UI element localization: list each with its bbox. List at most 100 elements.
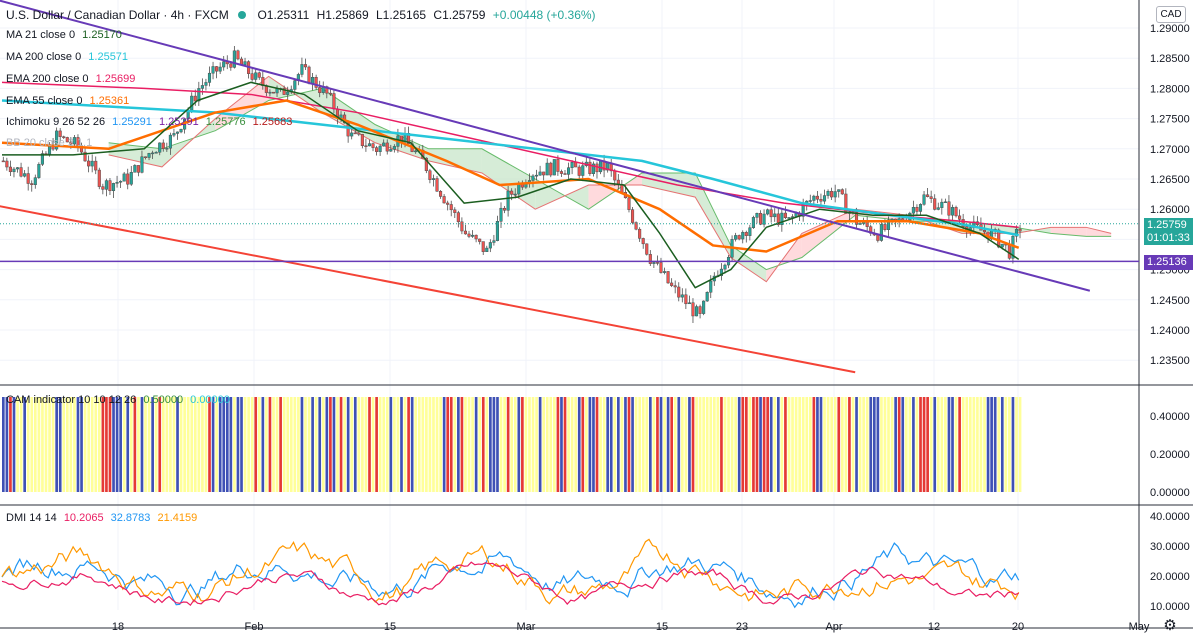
cam-bar-64: [229, 397, 233, 492]
cam-bar-209: [744, 397, 748, 492]
cam-bar-183: [652, 397, 656, 492]
candle-body-256: [911, 207, 915, 214]
cam-bar-240: [855, 397, 858, 492]
time-tick-9: May: [1129, 621, 1150, 633]
currency-badge[interactable]: CAD: [1156, 6, 1186, 23]
candle-body-60: [215, 66, 219, 72]
cam-bar-189: [673, 397, 677, 492]
cam-bar-84: [300, 397, 304, 492]
cam-bar-36: [129, 397, 133, 492]
legend-cam[interactable]: CAM indicator 10 10 12 26 0.50000 0.0000…: [6, 393, 230, 407]
legend-ma200[interactable]: MA 200 close 0 1.25571: [6, 50, 128, 64]
cam-bar-188: [670, 397, 674, 492]
cam-bar-158: [563, 397, 567, 492]
candle-body-151: [538, 171, 542, 176]
gear-icon[interactable]: ⚙: [1163, 617, 1177, 634]
legend-ma200-label: MA 200 close 0: [6, 51, 82, 63]
legend-ema200[interactable]: EMA 200 close 0 1.25699: [6, 72, 135, 86]
candle-body-160: [570, 162, 574, 168]
cam-bar-70: [250, 397, 254, 492]
candle-body-92: [328, 92, 332, 95]
legend-bb[interactable]: BB 20 close 2 1.1: [6, 136, 92, 150]
candle-body-232: [826, 190, 830, 196]
price-tick-6: 1.26000: [1150, 204, 1190, 216]
cam-bar-113: [403, 397, 407, 492]
cloud-segment-11: [695, 172, 731, 258]
candle-body-50: [179, 128, 183, 133]
candle-body-167: [595, 163, 599, 173]
candle-body-17: [62, 136, 66, 138]
candle-body-214: [762, 213, 766, 225]
legend-ma21[interactable]: MA 21 close 0 1.25170: [6, 28, 122, 42]
cam-bar-164: [585, 397, 588, 492]
candle-body-141: [503, 207, 507, 211]
cam-bar-200: [713, 397, 716, 492]
cam-bar-111: [396, 397, 400, 492]
dmi-tick-3: 10.0000: [1150, 601, 1190, 613]
candle-body-91: [325, 86, 329, 94]
cam-bar-150: [535, 397, 538, 492]
cam-tick-2: 0.00000: [1150, 487, 1190, 499]
candle-body-229: [815, 195, 819, 200]
candle-body-215: [766, 209, 770, 215]
cam-bar-127: [453, 397, 457, 492]
candle-body-49: [175, 131, 180, 134]
symbol-title: U.S. Dollar / Canadian Dollar · 4h · FXC…: [6, 8, 229, 22]
cam-bar-110: [393, 397, 396, 492]
cam-bar-279: [993, 397, 997, 492]
cam-bar-123: [439, 397, 442, 492]
cam-bar-72: [257, 397, 261, 492]
cam-bar-138: [492, 397, 496, 492]
candle-body-37: [133, 165, 137, 173]
candle-body-209: [744, 232, 748, 236]
legend-dmi-adx: 10.2065: [63, 512, 104, 524]
candle-body-29: [104, 180, 108, 190]
cam-bar-88: [314, 397, 318, 492]
cam-bar-14: [51, 397, 55, 492]
cam-bar-60: [215, 397, 218, 492]
candle-body-259: [922, 194, 926, 205]
cam-bar-265: [944, 397, 947, 492]
cam-bar-129: [460, 397, 464, 492]
candle-body-156: [556, 159, 560, 172]
candle-body-266: [947, 201, 951, 216]
legend-dmi[interactable]: DMI 14 14 10.2065 32.8783 21.4159: [6, 511, 197, 525]
candle-body-257: [915, 207, 919, 212]
candle-body-208: [741, 232, 745, 240]
cam-bar-192: [684, 397, 688, 492]
cam-bar-116: [414, 397, 418, 492]
cam-bar-203: [723, 397, 727, 492]
cam-bar-244: [869, 397, 873, 492]
cam-bar-226: [805, 397, 809, 492]
cam-bar-201: [716, 397, 720, 492]
cam-bar-272: [968, 397, 972, 492]
cam-bar-90: [321, 397, 325, 492]
close-value: C1.25759: [433, 8, 486, 22]
cam-bar-194: [691, 397, 695, 492]
candle-body-264: [940, 201, 944, 208]
candle-body-199: [709, 280, 713, 293]
cam-bar-59: [211, 397, 215, 492]
candle-body-30: [108, 180, 112, 192]
candle-body-122: [435, 178, 439, 192]
ema55-line: [1, 99, 1020, 253]
candle-body-153: [545, 162, 549, 176]
candle-body-124: [442, 196, 446, 204]
dmi-tick-2: 20.0000: [1150, 571, 1190, 583]
legend-ichimoku[interactable]: Ichimoku 9 26 52 26 1.25291 1.25291 1.25…: [6, 115, 292, 129]
time-tick-8: 20: [1012, 621, 1024, 633]
cam-bar-44: [158, 397, 162, 492]
cam-bar-196: [698, 397, 702, 492]
change-value: +0.00448 (+0.36%): [492, 8, 596, 22]
price-tick-2: 1.28000: [1150, 83, 1190, 95]
candle-body-62: [222, 61, 226, 68]
legend-dmi-label: DMI 14 14: [6, 512, 57, 524]
candle-body-163: [581, 165, 585, 176]
candle-body-137: [488, 242, 492, 249]
cam-bar-253: [901, 397, 905, 492]
legend-ema55[interactable]: EMA 55 close 0 1.25361: [6, 94, 129, 108]
cam-bar-131: [467, 397, 471, 492]
cam-bar-117: [417, 397, 421, 492]
